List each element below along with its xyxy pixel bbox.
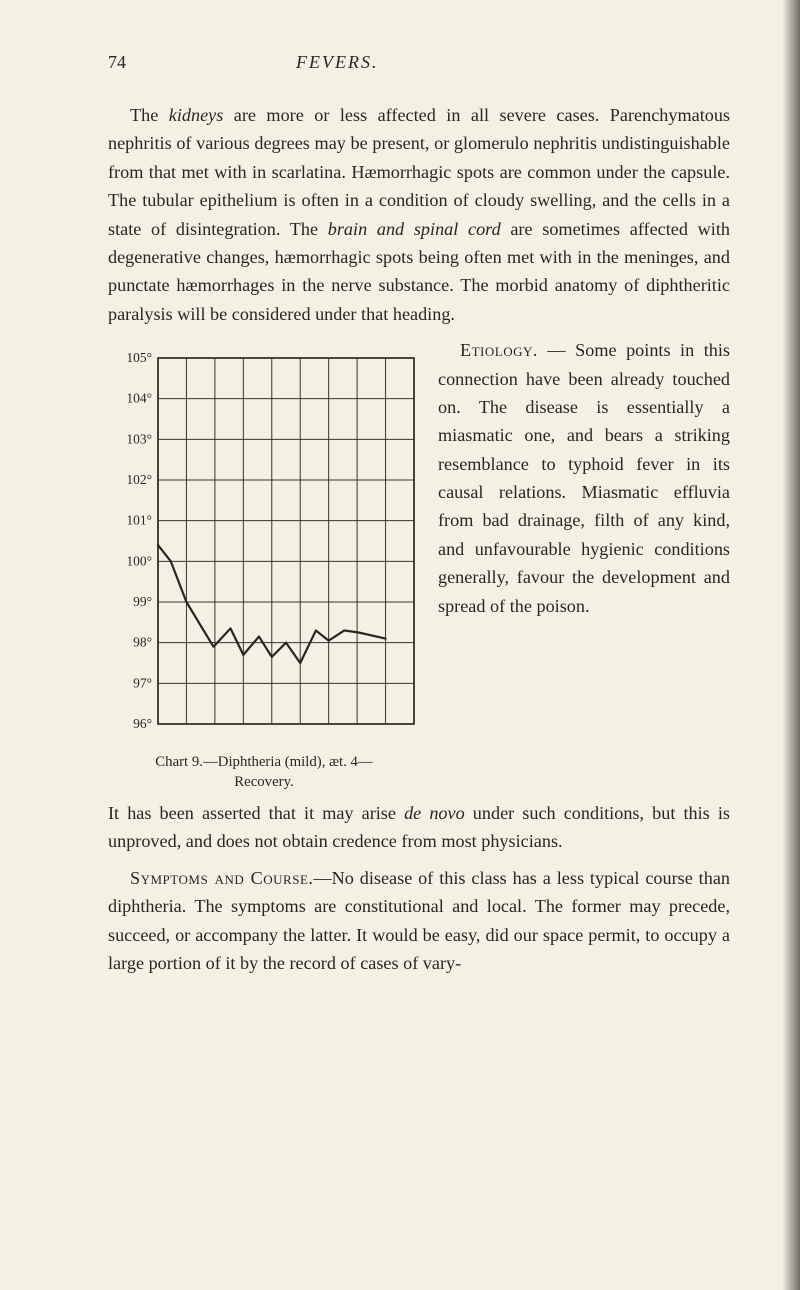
svg-text:98°: 98° (133, 635, 152, 650)
term-kidneys: kidneys (169, 105, 224, 125)
temperature-chart: 105° 104° 103° 102° 101° 100° 99° 98° 97° 96° (108, 336, 420, 746)
page-number: 74 (108, 52, 126, 73)
etiology-text: Etiology. — Some points in this connecti… (438, 336, 730, 793)
running-head: FEVERS. (296, 52, 378, 73)
chart-column: 105° 104° 103° 102° 101° 100° 99° 98° 97° 96° Cha… (108, 336, 420, 793)
chart-caption: Chart 9.—Diphtheria (mild), æt. 4— Recov… (108, 753, 420, 793)
page-header: 74 FEVERS. (108, 52, 730, 73)
symptoms-heading: Symptoms and Course. (130, 868, 313, 888)
svg-text:96°: 96° (133, 716, 152, 731)
svg-text:102°: 102° (126, 472, 152, 487)
svg-text:104°: 104° (126, 391, 152, 406)
chart-caption-line2: Recovery. (234, 774, 293, 790)
svg-text:101°: 101° (126, 513, 152, 528)
svg-text:99°: 99° (133, 594, 152, 609)
chart-caption-line1: Chart 9.—Diphtheria (mild), æt. 4— (155, 754, 372, 770)
chart-and-text-row: 105° 104° 103° 102° 101° 100° 99° 98° 97° 96° Cha… (108, 336, 730, 793)
term-brain-spinal: brain and spinal cord (328, 219, 501, 239)
term-de-novo: de novo (404, 803, 465, 823)
paragraph-kidneys: The kidneys are more or less affected in… (108, 101, 730, 328)
svg-text:105°: 105° (126, 350, 152, 365)
etiology-heading: Etiology. (460, 340, 538, 360)
page-edge-shadow (782, 0, 800, 1290)
etiology-body: — Some points in this connection have be… (438, 340, 730, 616)
page-container: 74 FEVERS. The kidneys are more or less … (0, 0, 800, 1037)
svg-text:97°: 97° (133, 675, 152, 690)
svg-text:100°: 100° (126, 553, 152, 568)
paragraph-symptoms: Symptoms and Course.—No disease of this … (108, 864, 730, 978)
paragraph-denovo: It has been asserted that it may arise d… (108, 799, 730, 856)
svg-text:103°: 103° (126, 431, 152, 446)
